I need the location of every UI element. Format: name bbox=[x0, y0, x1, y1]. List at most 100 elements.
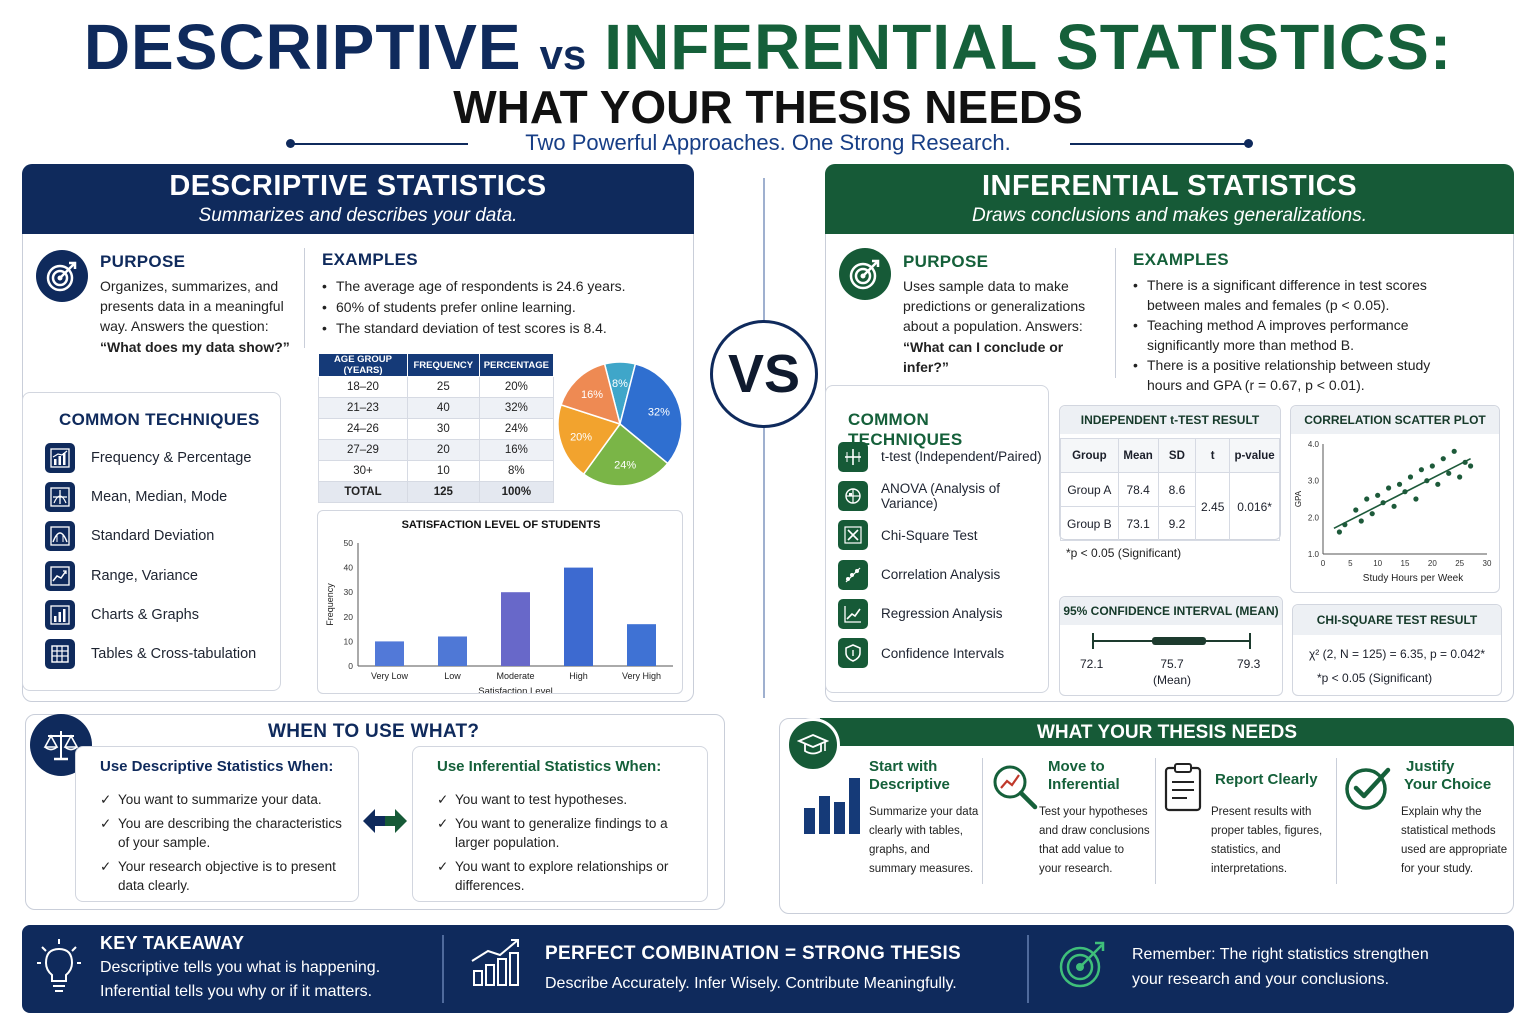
pie-label: 24% bbox=[614, 460, 636, 472]
need-text-line: your research. bbox=[1039, 863, 1113, 875]
check-item: You want to generalize findings to a lar… bbox=[437, 814, 697, 852]
clipboard-report-icon bbox=[1164, 763, 1202, 812]
technique-t-test: t-test (Independent/Paired) bbox=[838, 437, 1050, 476]
table-grid-icon bbox=[45, 639, 75, 670]
table-header-row: AGE GROUP (YEARS) FREQUENCY PERCENTAGE bbox=[318, 353, 555, 377]
y-tick-label: 20 bbox=[344, 612, 354, 622]
y-axis-label: Frequency bbox=[325, 583, 335, 626]
descriptive-header: DESCRIPTIVE STATISTICS Summarizes and de… bbox=[22, 164, 694, 234]
main-title: DESCRIPTIVE vs INFERENTIAL STATISTICS: bbox=[0, 10, 1536, 84]
title-inferential: INFERENTIAL STATISTICS: bbox=[604, 11, 1453, 83]
need-title-line2: Inferential bbox=[1048, 776, 1120, 793]
need-text-line: Test your hypotheses bbox=[1039, 806, 1148, 818]
need-justify-choice: Justify Your Choice Explain why the stat… bbox=[1401, 758, 1511, 886]
correlation-icon bbox=[838, 559, 868, 590]
y-tick-label: 4.0 bbox=[1308, 440, 1320, 449]
pie-slice bbox=[557, 403, 622, 476]
center-divider bbox=[763, 178, 765, 698]
scatter-point bbox=[1358, 518, 1364, 524]
need-title-line2: Descriptive bbox=[869, 776, 950, 793]
inferential-examples-list: There is a significant difference in tes… bbox=[1133, 276, 1433, 396]
need-text-line: used are appropriate bbox=[1401, 844, 1508, 856]
scatter-point bbox=[1353, 507, 1359, 513]
ascending-bars-icon bbox=[804, 778, 860, 834]
descriptive-examples-list: The average age of respondents is 24.6 y… bbox=[322, 276, 682, 339]
table-cell: Group B bbox=[1060, 506, 1119, 541]
ci-bar bbox=[1092, 633, 1251, 649]
inferential-techniques-title: COMMON TECHNIQUES bbox=[848, 410, 963, 449]
table-header: Mean bbox=[1117, 438, 1159, 473]
pie-slice bbox=[582, 422, 669, 487]
title-vs: vs bbox=[539, 31, 587, 78]
example-item: There is a significant difference in tes… bbox=[1133, 276, 1433, 315]
table-cell: 24–26 bbox=[318, 418, 408, 440]
main-subtitle: WHAT YOUR THESIS NEEDS bbox=[453, 81, 1083, 133]
table-cell: 18–20 bbox=[318, 376, 408, 398]
x-axis-label: Satisfaction Level bbox=[478, 686, 552, 693]
lightbulb-icon bbox=[37, 939, 81, 992]
bar bbox=[564, 567, 593, 666]
x-tick-label: High bbox=[569, 671, 588, 681]
trend-line bbox=[1333, 457, 1471, 530]
need-divider bbox=[982, 758, 983, 884]
need-text-line: for your study. bbox=[1401, 863, 1474, 875]
title-descriptive: DESCRIPTIVE bbox=[83, 11, 522, 83]
table-row: 30+ 10 8% bbox=[318, 460, 555, 482]
x-axis-label: Study Hours per Week bbox=[1363, 573, 1464, 584]
descriptive-purpose-title: PURPOSE bbox=[100, 252, 186, 271]
table-cell: Group A bbox=[1060, 472, 1119, 507]
t-value: 2.45 bbox=[1195, 472, 1231, 541]
check-item: You want to test hypotheses. bbox=[437, 790, 697, 809]
scatter-point bbox=[1369, 511, 1375, 517]
target-icon bbox=[36, 250, 88, 302]
footer-divider bbox=[442, 935, 444, 1003]
need-text-line: Explain why the bbox=[1401, 806, 1482, 818]
technique-label: t-test (Independent/Paired) bbox=[881, 449, 1042, 465]
chi-title: CHI-SQUARE TEST RESULT bbox=[1293, 605, 1501, 635]
thesis-needs-title: WHAT YOUR THESIS NEEDS bbox=[820, 718, 1514, 746]
y-tick-label: 2.0 bbox=[1308, 513, 1320, 522]
table-cell: 16% bbox=[478, 439, 555, 461]
need-divider bbox=[1336, 758, 1337, 884]
confidence-interval-box: 95% CONFIDENCE INTERVAL (MEAN) 72.1 75.7… bbox=[1059, 596, 1283, 696]
inferential-purpose-quote: “What can I conclude or infer?” bbox=[903, 339, 1064, 375]
table-cell: 78.4 bbox=[1117, 472, 1159, 507]
descriptive-when-card: Use Descriptive Statistics When: You wan… bbox=[75, 746, 359, 902]
technique-label: Tables & Cross-tabulation bbox=[91, 646, 257, 663]
need-report-clearly: Report Clearly Present results with prop… bbox=[1211, 758, 1333, 886]
chi-note: *p < 0.05 (Significant) bbox=[1317, 671, 1433, 685]
y-tick-label: 0 bbox=[348, 661, 353, 671]
checkmark-circle-icon bbox=[1345, 767, 1391, 810]
inferential-title: INFERENTIAL STATISTICS bbox=[981, 170, 1358, 202]
x-tick-label: 20 bbox=[1428, 559, 1437, 568]
technique-charts-graphs: Charts & Graphs bbox=[45, 595, 275, 634]
table-cell: TOTAL bbox=[318, 481, 408, 503]
technique-label: Mean, Median, Mode bbox=[91, 488, 228, 505]
range-line-icon bbox=[45, 560, 75, 591]
inferential-techniques-box: COMMON TECHNIQUES t-test (Independent/Pa… bbox=[825, 385, 1049, 693]
table-cell: 21–23 bbox=[318, 397, 408, 419]
deviation-icon bbox=[45, 521, 75, 552]
x-tick-label: 30 bbox=[1483, 559, 1492, 568]
table-cell: 25 bbox=[406, 376, 480, 398]
technique-label: Confidence Intervals bbox=[881, 645, 1005, 661]
shield-icon bbox=[838, 638, 868, 669]
ci-mean-label: (Mean) bbox=[1152, 673, 1191, 687]
technique-chi-square: Chi-Square Test bbox=[838, 516, 1050, 555]
table-header: SD bbox=[1157, 438, 1197, 473]
x-tick-label: 15 bbox=[1401, 559, 1410, 568]
descriptive-purpose-quote: “What does my data show?” bbox=[100, 339, 290, 355]
need-text-line: statistics, and bbox=[1211, 844, 1281, 856]
descriptive-techniques-box: COMMON TECHNIQUES Frequency & Percentage… bbox=[22, 392, 281, 691]
pie-label: 8% bbox=[612, 378, 628, 390]
satisfaction-bar-chart: 0 10 20 30 40 50 Very Low Low Moderate High Very H… bbox=[325, 538, 673, 693]
age-frequency-table: AGE GROUP (YEARS) FREQUENCY PERCENTAGE 1… bbox=[318, 353, 555, 503]
combination-text: Describe Accurately. Infer Wisely. Contr… bbox=[545, 975, 957, 992]
tagline-rule-left bbox=[292, 143, 468, 145]
chi-result: χ² (2, N = 125) = 6.35, p = 0.042* bbox=[1309, 647, 1486, 661]
need-text-line: Present results with bbox=[1211, 806, 1312, 818]
anova-icon bbox=[838, 480, 868, 511]
descriptive-examples-title: EXAMPLES bbox=[322, 250, 418, 269]
y-tick-label: 1.0 bbox=[1308, 550, 1320, 559]
table-header: Group bbox=[1060, 438, 1119, 473]
